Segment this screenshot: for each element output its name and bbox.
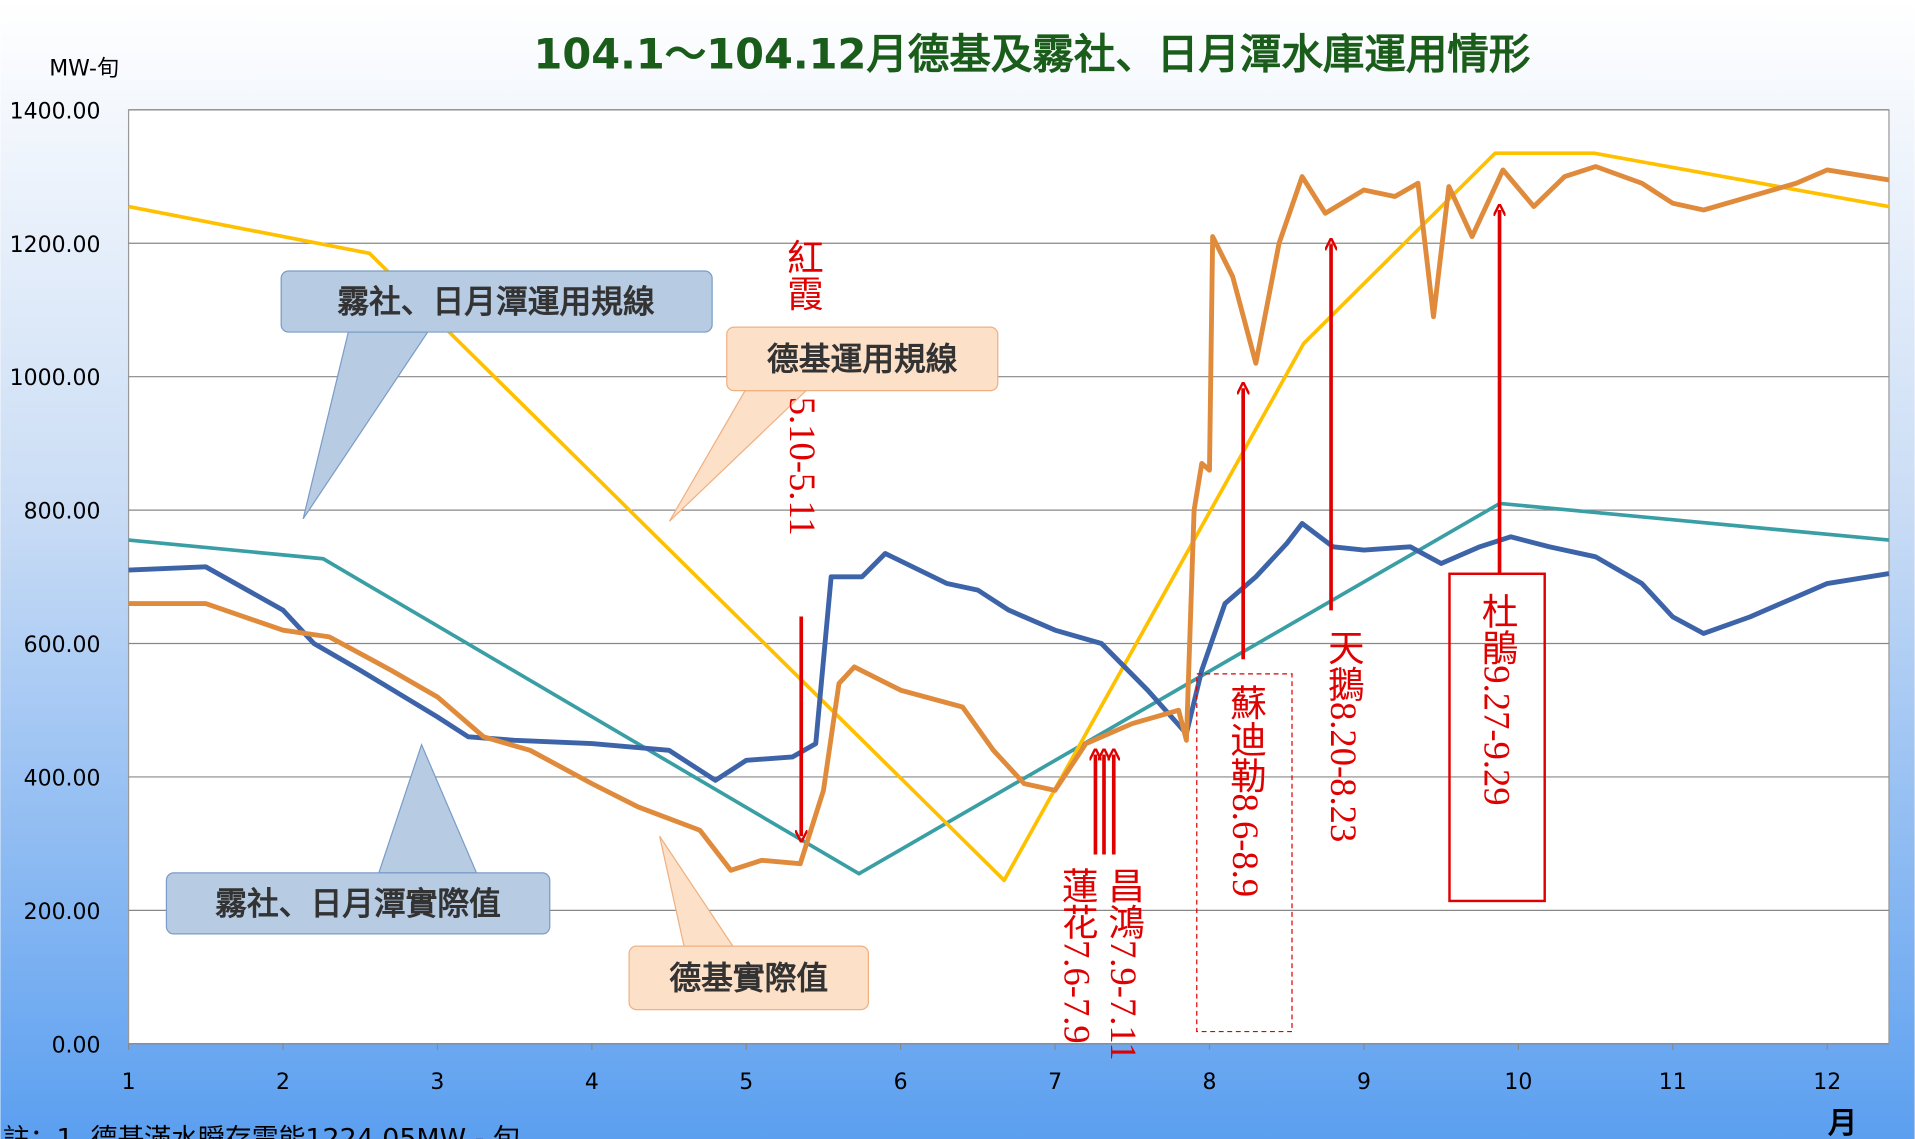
annotation: 昌鴻7.9-7.11: [1103, 867, 1144, 1061]
y-tick-label: 1000.00: [10, 366, 101, 391]
x-tick-label: 1: [122, 1070, 136, 1095]
x-tick-label: 12: [1813, 1070, 1841, 1095]
annotation: 紅霞: [782, 238, 823, 311]
callout: 霧社、日月潭運用規線: [280, 270, 713, 520]
callout-label: 德基實際值: [669, 960, 828, 997]
x-tick-label: 4: [585, 1070, 599, 1095]
series-line: [128, 164, 1890, 873]
annotation: 杜鵑9.27-9.29: [1477, 592, 1518, 806]
annotation: 天鵝8.20-8.23: [1323, 629, 1364, 843]
callout-label: 霧社、日月潭運用規線: [337, 285, 655, 321]
annotation: 5.10-5.11: [782, 397, 823, 536]
annotation-box: [1196, 673, 1293, 1033]
x-tick-label: 7: [1048, 1070, 1062, 1095]
annotation: 蓮花7.6-7.9: [1057, 867, 1098, 1044]
series-line: [128, 151, 1890, 883]
callout-label: 德基運用規線: [767, 342, 958, 378]
x-tick-label: 9: [1357, 1070, 1371, 1095]
callout: 霧社、日月潭實際值: [165, 742, 551, 935]
chart-title: 104.1～104.12月德基及霧社、日月潭水庫運用情形: [534, 29, 1531, 78]
x-axis-label: 月: [1828, 1106, 1857, 1139]
x-tick-label: 10: [1504, 1070, 1532, 1095]
annotation: 蘇迪勒8.6-8.9: [1225, 684, 1266, 898]
y-axis-label: MW-旬: [49, 57, 119, 82]
y-tick-label: 1400.00: [10, 99, 101, 124]
x-tick-label: 5: [739, 1070, 753, 1095]
y-tick-label: 200.00: [24, 900, 101, 925]
annotation-arrows: [801, 210, 1499, 855]
y-tick-label: 600.00: [24, 633, 101, 658]
series-line: [128, 521, 1890, 783]
y-tick-label: 400.00: [24, 766, 101, 791]
y-tick-label: 1200.00: [10, 233, 101, 258]
callout: 德基實際值: [628, 835, 869, 1011]
note: 註：1. 德基滿水瞬存電能1224.05MW - 旬: [3, 1124, 520, 1139]
annotation-box: [1448, 572, 1546, 903]
x-tick-label: 6: [894, 1070, 908, 1095]
x-tick-label: 11: [1659, 1070, 1687, 1095]
x-tick-label: 2: [276, 1070, 290, 1095]
y-tick-label: 800.00: [24, 500, 101, 525]
series-line: [128, 501, 1890, 876]
x-tick-label: 8: [1203, 1070, 1217, 1095]
x-tick-label: 3: [430, 1070, 444, 1095]
y-tick-label: 0.00: [52, 1033, 101, 1058]
callout-label: 霧社、日月潭實際值: [215, 885, 501, 922]
callout: 德基運用規線: [668, 326, 999, 522]
